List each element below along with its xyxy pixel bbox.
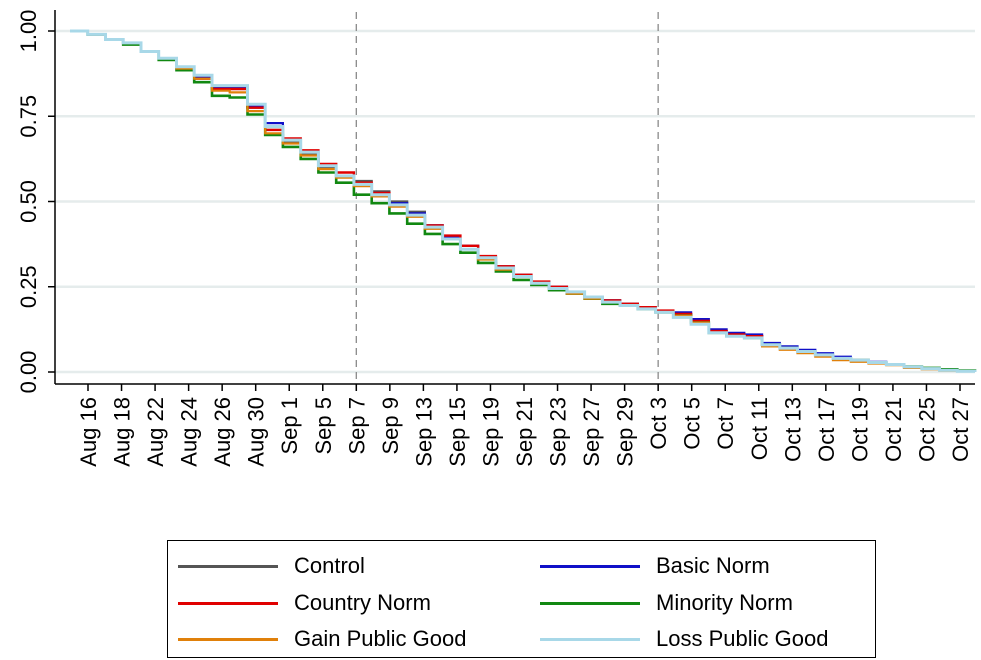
x-tick-label-17: Oct 3 <box>646 397 671 450</box>
legend-label-minority-norm: Minority Norm <box>656 590 793 615</box>
y-tick-label-0: 0.00 <box>16 351 41 394</box>
x-tick-label-9: Sep 9 <box>378 397 403 455</box>
y-tick-label-2: 0.50 <box>16 180 41 223</box>
x-tick-label-10: Sep 13 <box>411 397 436 467</box>
x-tick-label-7: Sep 5 <box>311 397 336 455</box>
y-tick-label-1: 0.25 <box>16 265 41 308</box>
gridlines <box>55 29 975 374</box>
legend-label-country-norm: Country Norm <box>294 590 431 615</box>
x-tick-label-22: Oct 17 <box>814 397 839 462</box>
series-group <box>70 29 977 373</box>
x-tick-label-3: Aug 24 <box>177 397 202 467</box>
legend-swatch-minority-norm <box>540 601 640 605</box>
legend-item-loss-public-good: Loss Public Good <box>540 626 829 651</box>
series-line-loss-public-good <box>70 29 977 373</box>
legend-item-control: Control <box>178 553 365 578</box>
x-tick-label-20: Oct 11 <box>747 397 772 460</box>
legend-swatch-control <box>178 564 278 568</box>
x-tick-label-19: Oct 7 <box>713 397 738 450</box>
x-tick-label-16: Sep 29 <box>613 397 638 467</box>
x-tick-label-8: Sep 7 <box>344 397 369 455</box>
axes <box>48 10 975 391</box>
y-tick-label-4: 1.00 <box>16 10 41 53</box>
x-tick-label-12: Sep 19 <box>478 397 503 467</box>
legend-label-gain-public-good: Gain Public Good <box>294 626 467 651</box>
x-tick-label-23: Oct 19 <box>847 397 872 462</box>
legend-swatch-basic-norm <box>540 564 640 568</box>
legend-label-loss-public-good: Loss Public Good <box>656 626 829 651</box>
reference-lines <box>355 12 659 392</box>
legend-label-control: Control <box>294 553 365 578</box>
x-tick-label-25: Oct 25 <box>914 397 939 462</box>
legend-item-basic-norm: Basic Norm <box>540 553 770 578</box>
legend: Control Basic Norm Country Norm Minority… <box>167 540 876 658</box>
survival-chart: 0.000.250.500.751.00 Aug 16 Aug 18 Aug 22 A… <box>16 10 977 467</box>
y-tick-label-3: 0.75 <box>16 95 41 138</box>
x-tick-labels: Aug 16 Aug 18 Aug 22 Aug 24 Aug 26 Aug 30 Sep … <box>76 397 973 467</box>
x-tick-label-5: Aug 30 <box>244 397 269 467</box>
legend-item-country-norm: Country Norm <box>178 590 431 615</box>
x-tick-label-24: Oct 21 <box>881 397 906 462</box>
x-tick-label-2: Aug 22 <box>143 397 168 467</box>
legend-item-gain-public-good: Gain Public Good <box>178 626 467 651</box>
x-tick-label-4: Aug 26 <box>210 397 235 467</box>
x-tick-label-26: Oct 27 <box>948 397 973 462</box>
legend-swatch-gain-public-good <box>178 637 278 641</box>
x-tick-label-13: Sep 21 <box>512 397 537 467</box>
y-tick-labels: 0.00 0.25 0.50 0.75 1.00 <box>16 10 41 394</box>
x-tick-label-15: Sep 27 <box>579 397 604 467</box>
x-tick-label-0: Aug 16 <box>76 397 101 467</box>
legend-swatch-country-norm <box>178 601 278 605</box>
x-tick-label-1: Aug 18 <box>110 397 135 467</box>
x-tick-label-11: Sep 15 <box>445 397 470 467</box>
legend-swatch-loss-public-good <box>540 637 640 641</box>
x-tick-label-14: Sep 23 <box>546 397 571 467</box>
x-tick-label-21: Oct 13 <box>780 397 805 462</box>
legend-item-minority-norm: Minority Norm <box>540 590 793 615</box>
x-tick-label-18: Oct 5 <box>680 397 705 450</box>
legend-label-basic-norm: Basic Norm <box>656 553 770 578</box>
x-tick-label-6: Sep 1 <box>277 397 302 455</box>
